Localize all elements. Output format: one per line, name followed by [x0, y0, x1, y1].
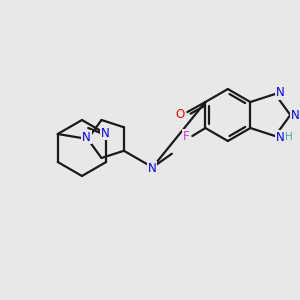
Text: N: N — [276, 130, 284, 143]
Text: H: H — [285, 132, 293, 142]
Text: N: N — [148, 162, 156, 175]
Text: N: N — [276, 86, 284, 100]
Text: F: F — [183, 130, 190, 142]
Text: N: N — [291, 109, 300, 122]
Text: O: O — [176, 107, 185, 121]
Text: N: N — [82, 130, 91, 143]
Text: N: N — [101, 127, 110, 140]
